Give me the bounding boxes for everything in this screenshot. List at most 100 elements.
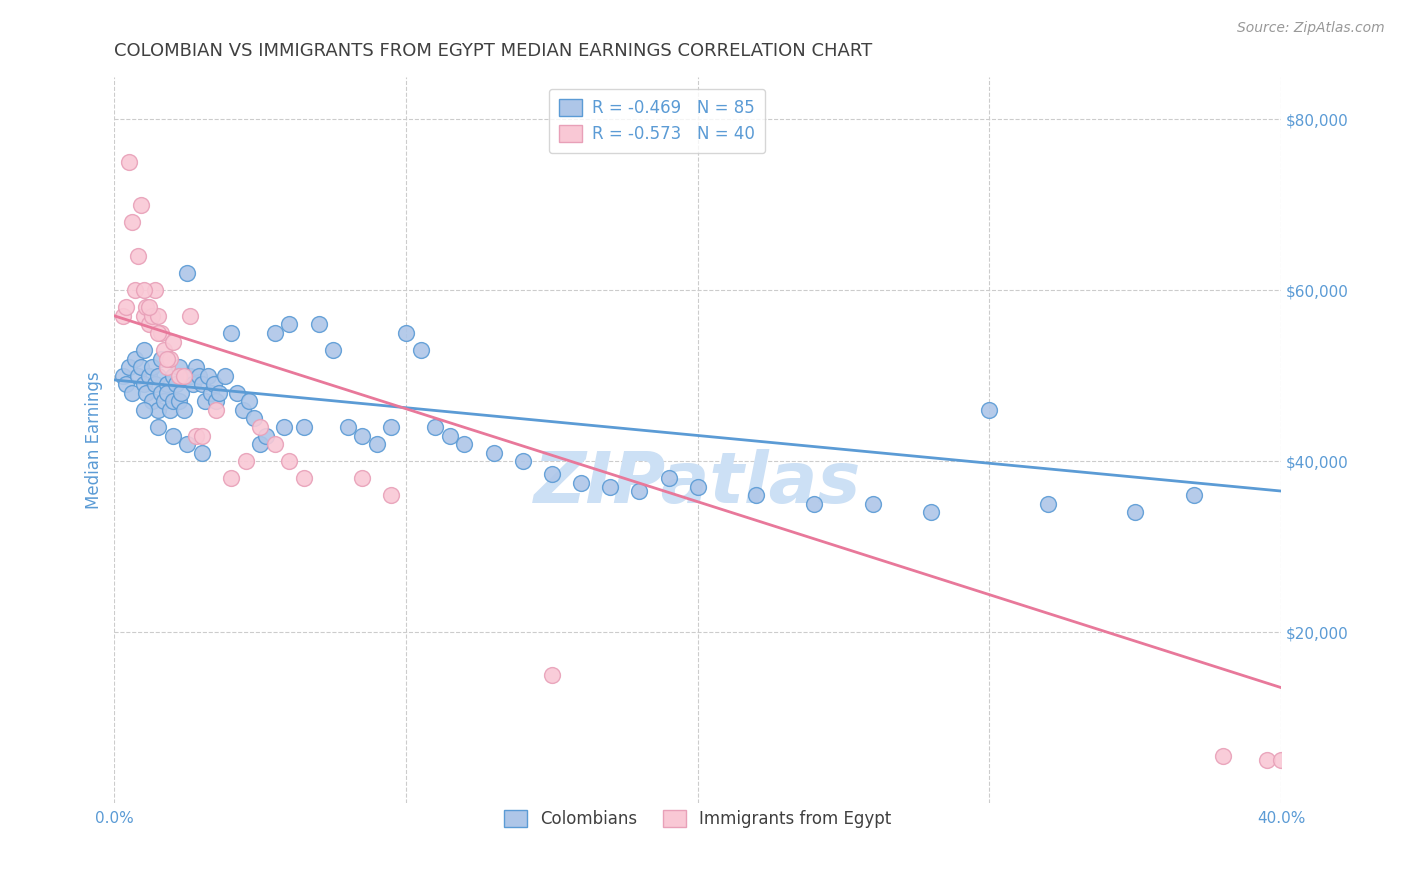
Point [141,394,163,409]
Point [121,215,143,229]
Point [150,385,173,400]
Point [352,471,374,485]
Point [979,402,1001,417]
Point [308,318,330,332]
Point [150,326,173,340]
Point [162,368,184,383]
Point [153,343,176,357]
Point [141,360,163,375]
Point [541,467,564,481]
Point [249,437,271,451]
Point [173,368,195,383]
Point [146,326,169,340]
Point [115,301,138,315]
Point [143,283,166,297]
Point [292,420,315,434]
Point [208,385,231,400]
Legend: Colombians, Immigrants from Egypt: Colombians, Immigrants from Egypt [498,803,898,835]
Point [191,445,214,459]
Point [628,484,651,499]
Point [150,351,173,366]
Point [146,368,169,383]
Point [179,309,201,323]
Point [132,343,155,357]
Point [184,428,207,442]
Point [219,471,242,485]
Point [366,437,388,451]
Point [167,360,190,375]
Point [156,377,179,392]
Point [1123,505,1146,519]
Point [118,155,141,169]
Point [188,368,211,383]
Point [121,385,143,400]
Point [214,368,236,383]
Point [273,420,295,434]
Point [167,368,190,383]
Point [292,471,315,485]
Point [124,283,146,297]
Point [569,475,592,490]
Point [141,309,163,323]
Text: ZIPatlas: ZIPatlas [534,449,862,518]
Point [238,394,260,409]
Point [127,249,149,263]
Point [541,667,564,681]
Point [322,343,344,357]
Point [129,198,152,212]
Point [191,377,214,392]
Point [156,360,179,375]
Point [453,437,475,451]
Point [156,351,179,366]
Point [138,301,160,315]
Point [1270,753,1292,767]
Point [380,420,402,434]
Point [146,420,169,434]
Point [235,454,257,468]
Point [176,266,198,280]
Point [124,351,146,366]
Point [167,394,190,409]
Point [138,368,160,383]
Point [803,497,825,511]
Point [194,394,217,409]
Point [380,488,402,502]
Point [686,480,709,494]
Point [395,326,418,340]
Point [138,318,160,332]
Point [197,368,219,383]
Point [205,402,228,417]
Point [159,351,181,366]
Point [115,377,138,392]
Y-axis label: Median Earnings: Median Earnings [86,371,103,508]
Point [862,497,884,511]
Point [278,454,301,468]
Point [439,428,461,442]
Point [263,326,285,340]
Point [184,360,207,375]
Point [170,385,193,400]
Point [162,334,184,349]
Point [191,428,214,442]
Point [263,437,285,451]
Point [920,505,942,519]
Point [425,420,447,434]
Point [278,318,301,332]
Point [118,360,141,375]
Point [409,343,432,357]
Point [254,428,277,442]
Point [181,377,204,392]
Text: COLOMBIAN VS IMMIGRANTS FROM EGYPT MEDIAN EARNINGS CORRELATION CHART: COLOMBIAN VS IMMIGRANTS FROM EGYPT MEDIA… [114,42,873,60]
Point [159,402,181,417]
Point [165,377,187,392]
Point [112,309,135,323]
Point [146,402,169,417]
Point [745,488,768,502]
Point [112,368,135,383]
Point [173,402,195,417]
Point [658,471,681,485]
Point [135,385,157,400]
Point [226,385,249,400]
Point [200,385,222,400]
Point [132,309,155,323]
